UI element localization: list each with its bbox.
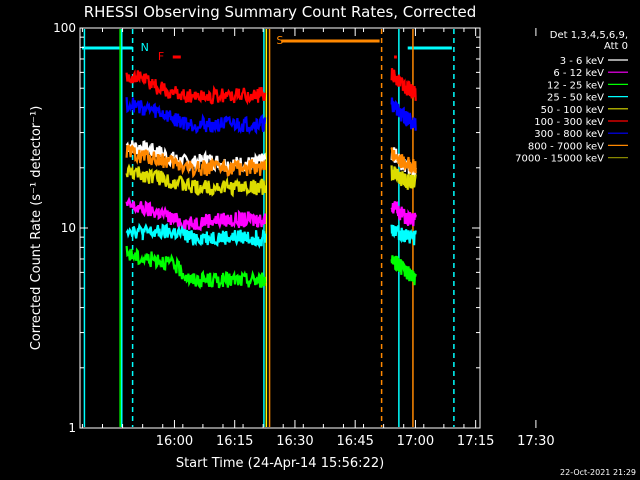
series-1 [125,196,417,232]
x-tick-label: 16:45 [336,434,373,449]
series-3 [125,222,417,249]
x-tick-label: 17:15 [457,434,494,449]
series-line [125,196,267,232]
series-4 [125,163,417,198]
series-line [125,143,267,179]
legend-label: 3 - 6 keV [560,56,604,67]
series-7 [125,143,417,179]
legend-label: 300 - 800 keV [534,129,604,140]
legend-label: 25 - 50 keV [547,93,604,104]
series-6 [125,97,417,135]
series-line [125,163,267,198]
x-tick-label: 16:30 [276,434,313,449]
legend-header: Att 0 [604,41,628,52]
footer-timestamp: 22-Oct-2021 21:29 [560,468,636,477]
x-tick-label: 16:00 [156,434,193,449]
series-5 [125,67,417,106]
series-line [390,201,417,227]
legend-label: 6 - 12 keV [553,68,604,79]
y-tick-label: 10 [61,221,76,235]
series-line [125,97,267,135]
legend-label: 800 - 7000 keV [528,141,604,152]
series-2 [125,245,417,290]
x-tick-label: 17:00 [397,434,434,449]
legend-label: 12 - 25 keV [547,80,604,91]
legend-label: 7000 - 15000 keV [515,154,604,165]
x-tick-label: 16:15 [216,434,253,449]
legend-header: Det 1,3,4,5,6,9, [550,30,628,41]
y-axis-label: Corrected Count Rate (s⁻¹ detector⁻¹) [29,106,44,351]
legend-label: 50 - 100 keV [541,105,605,116]
x-axis: 16:00 16:15 16:30 16:45 17:00 17:15 17:30 [81,28,555,449]
series-line [390,165,417,190]
series-line [125,245,267,290]
flare-flag-label: F [158,50,164,63]
series-line [125,222,267,249]
legend-label: 100 - 300 keV [534,117,604,128]
x-axis-label: Start Time (24-Apr-14 15:56:22) [176,456,384,471]
series-line [390,147,417,175]
series-line [390,255,417,286]
series-line [390,224,417,246]
y-tick-label: 1 [68,421,76,435]
chart-title: RHESSI Observing Summary Count Rates, Co… [84,3,477,21]
saa-flag-label: S [276,34,283,47]
y-tick-label: 100 [53,21,76,35]
night-flag-label: N [141,41,149,54]
series-line [390,97,417,131]
series-line [390,67,417,101]
x-tick-label: 17:30 [517,434,554,449]
series-line [125,68,267,106]
y-axis: 1 10 100 [53,21,480,435]
